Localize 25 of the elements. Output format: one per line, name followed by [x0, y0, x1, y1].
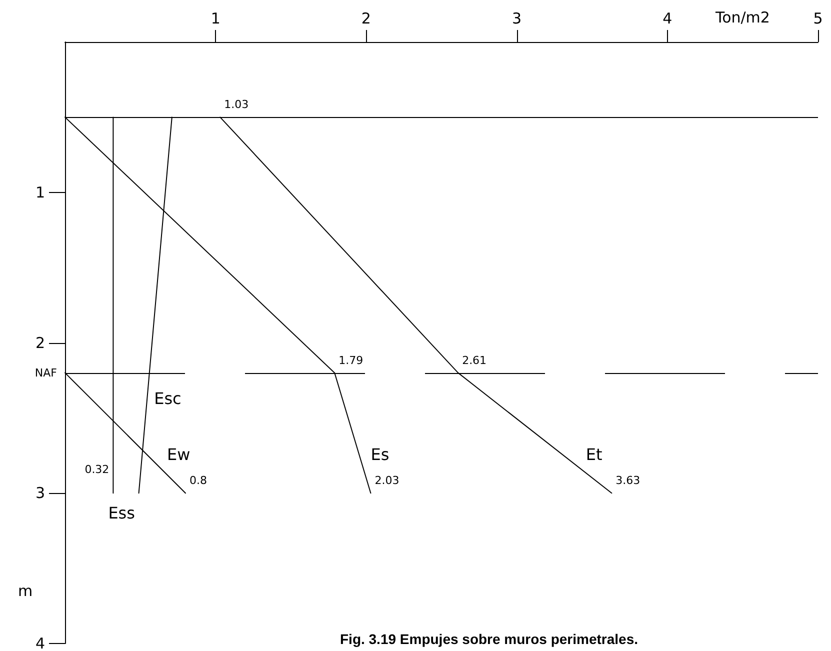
- y-tick-label: 4: [35, 634, 45, 651]
- y-tick-label: 3: [35, 484, 45, 502]
- y-axis-title: m: [18, 582, 33, 600]
- annotation: 0.32: [84, 463, 110, 476]
- series-label: Esc: [154, 388, 182, 408]
- series-label: Es: [370, 445, 390, 464]
- annotation: Fig. 3.19 Empujes sobre muros perimetrales.: [340, 631, 638, 647]
- annotation: 1.79: [338, 354, 364, 367]
- series-label: Ew: [166, 445, 190, 464]
- annotation: 0.8: [189, 474, 207, 488]
- y-tick-label: 2: [35, 334, 45, 352]
- x-tick-label: 2: [361, 10, 371, 28]
- y-tick-label: 1: [35, 183, 45, 202]
- ref-line-label: NAF: [34, 366, 57, 380]
- annotation: 2.03: [374, 474, 400, 488]
- series-label: Ess: [108, 504, 135, 523]
- x-tick-label: 1: [210, 10, 220, 28]
- annotation: 2.61: [462, 354, 487, 367]
- series-label: Et: [586, 445, 602, 464]
- annotation: 1.03: [224, 98, 249, 112]
- x-tick-label: 3: [512, 10, 522, 28]
- x-axis-title: Ton/m2: [714, 8, 770, 26]
- annotation: 3.63: [616, 474, 640, 488]
- x-tick-label: 4: [662, 10, 672, 28]
- x-tick-label: 5: [813, 10, 823, 28]
